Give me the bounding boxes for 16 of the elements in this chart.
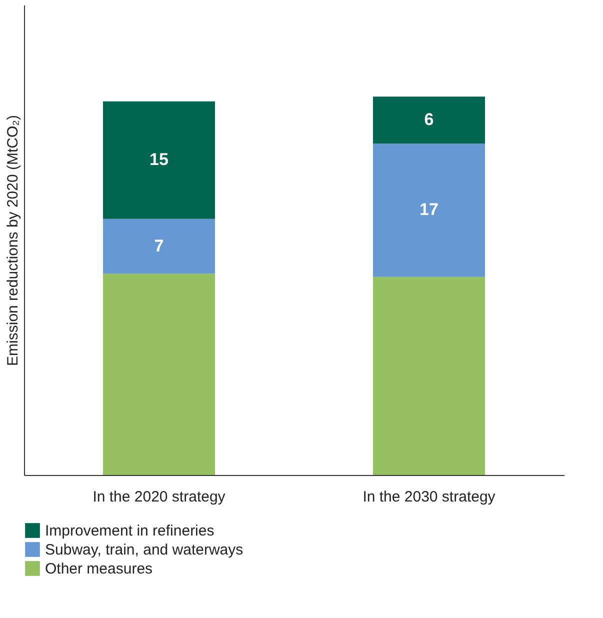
- legend-label: Improvement in refineries: [45, 522, 214, 540]
- bar: [373, 96, 485, 144]
- legend-label: Other measures: [45, 560, 153, 578]
- y-axis-title: Emission reductions by 2020 (MtCO₂): [4, 115, 22, 366]
- bar: [373, 144, 485, 277]
- bar: [373, 276, 485, 475]
- data-label: 7: [154, 236, 164, 256]
- data-label: 15: [150, 150, 168, 170]
- x-tick-label: In the 2030 strategy: [362, 488, 496, 506]
- bar: [103, 274, 215, 475]
- data-label: 6: [424, 110, 434, 130]
- legend-label: Subway, train, and waterways: [45, 542, 244, 558]
- x-tick-label: In the 2020 strategy: [92, 488, 226, 506]
- data-label: 17: [420, 200, 438, 220]
- bar: [103, 218, 215, 274]
- bar: [103, 101, 215, 219]
